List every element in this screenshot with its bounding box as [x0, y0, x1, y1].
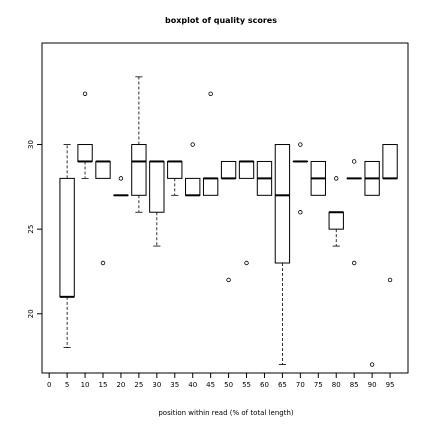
box-group [131, 76, 147, 213]
box-iqr [167, 160, 183, 179]
outlier-point [351, 260, 357, 266]
box-iqr [202, 177, 219, 196]
x-tick-label: 90 [368, 381, 377, 389]
x-tick-label: 50 [224, 381, 233, 389]
box-group [256, 160, 273, 196]
box-group [95, 160, 111, 266]
box-group [238, 160, 255, 266]
x-axis-label: position within read (% of total length) [158, 409, 294, 417]
box-group [310, 160, 326, 196]
x-tick-label: 70 [296, 381, 305, 389]
box-iqr [328, 211, 344, 230]
outlier-point [298, 142, 303, 147]
x-tick-label: 60 [260, 381, 269, 389]
x-tick-label: 35 [170, 381, 179, 389]
x-axis: 0 5 10 15 20 25 30 35 40 45 50 55 60 65 70 75 80 85 90 95 [47, 373, 395, 389]
x-tick-label: 30 [152, 381, 161, 389]
outlier-point [244, 260, 249, 266]
box-group [185, 142, 201, 197]
box-series [59, 76, 398, 367]
x-tick-label: 5 [65, 381, 69, 389]
x-tick-label: 45 [206, 381, 215, 389]
y-axis: 20 25 30 [27, 140, 42, 318]
x-tick-label: 20 [116, 381, 125, 389]
box-iqr [77, 144, 93, 162]
x-tick-label: 80 [332, 381, 341, 389]
box-group [167, 160, 183, 196]
box-iqr [274, 144, 291, 264]
outlier-point [334, 176, 339, 181]
outlier-point [208, 91, 213, 96]
outlier-point [190, 142, 195, 147]
box-group [113, 176, 129, 197]
box-iqr [185, 177, 201, 196]
outlier-point [118, 176, 124, 181]
y-tick-label: 20 [27, 309, 35, 318]
box-group [274, 144, 291, 365]
outlier-point [226, 277, 231, 283]
x-tick-label: 55 [242, 381, 251, 389]
x-tick-label: 85 [350, 381, 359, 389]
outlier-point [351, 159, 357, 164]
box-group [59, 144, 75, 349]
box-group [346, 159, 362, 266]
x-tick-label: 15 [99, 381, 108, 389]
box-group [149, 160, 165, 247]
box-group [292, 142, 309, 215]
plot-frame [41, 42, 409, 374]
x-tick-label: 75 [314, 381, 323, 389]
box-group [77, 91, 93, 179]
box-iqr [149, 160, 165, 213]
chart-title: boxplot of quality scores [165, 16, 277, 25]
y-tick-label: 25 [27, 225, 35, 234]
box-group [202, 91, 219, 196]
box-iqr [59, 177, 75, 298]
box-iqr [238, 160, 255, 179]
box-iqr [95, 160, 111, 179]
box-iqr [220, 160, 237, 179]
box-group [220, 160, 237, 283]
box-group [328, 176, 344, 247]
x-tick-label: 10 [81, 381, 90, 389]
box-group [364, 160, 380, 367]
box-iqr [382, 144, 398, 179]
x-tick-label: 95 [386, 381, 395, 389]
x-tick-label: 25 [134, 381, 143, 389]
x-tick-label: 0 [47, 381, 51, 389]
x-tick-label: 65 [278, 381, 287, 389]
outlier-point [298, 210, 303, 215]
outlier-point [100, 260, 106, 266]
x-tick-label: 40 [188, 381, 197, 389]
y-tick-label: 30 [27, 140, 35, 149]
box-iqr [131, 144, 147, 196]
outlier-point [82, 91, 88, 96]
outlier-point [387, 277, 393, 283]
outlier-point [369, 362, 375, 367]
box-group [382, 144, 398, 283]
